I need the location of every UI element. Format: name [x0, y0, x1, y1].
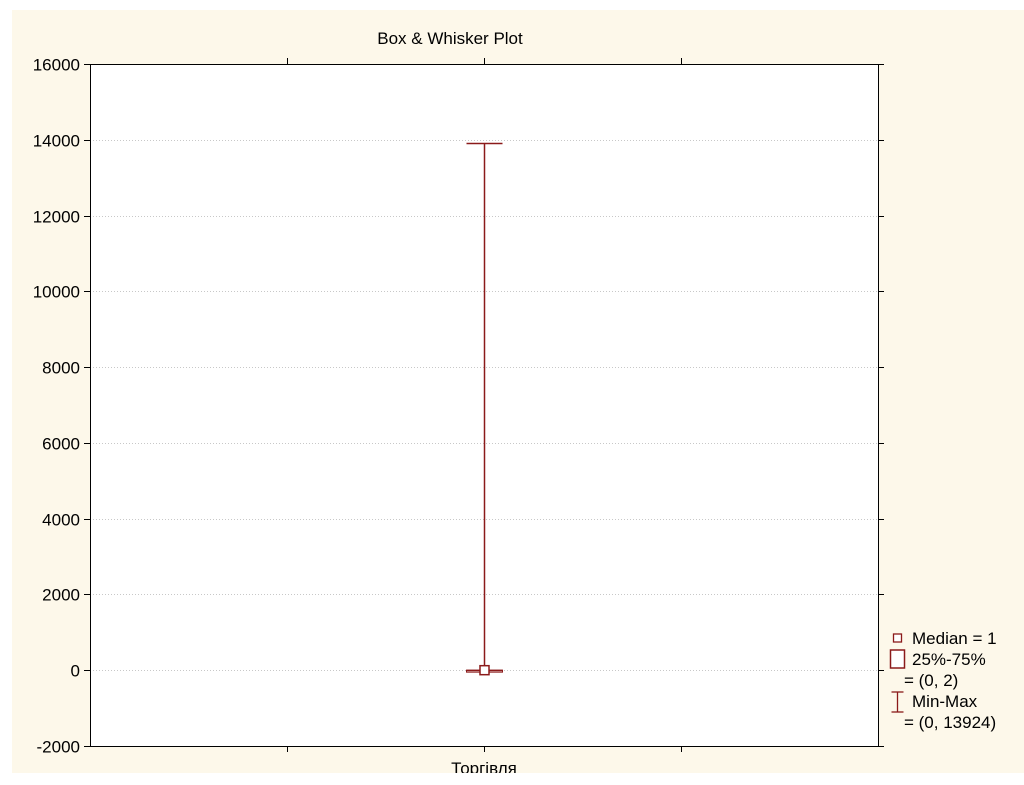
y-tick-label: 4000: [42, 511, 80, 530]
box-series: [466, 142, 503, 676]
y-tick-label: 14000: [33, 132, 80, 151]
median-marker: [479, 664, 490, 676]
legend-label: = (0, 13924): [904, 713, 996, 732]
x-tick-label: Торгівля: [451, 759, 517, 773]
legend-median-icon: [892, 633, 903, 643]
y-tick-label: 12000: [33, 208, 80, 227]
legend-box-icon: [889, 649, 906, 669]
legend-label: Min-Max: [912, 692, 978, 711]
legend-label: 25%-75%: [912, 650, 986, 669]
chart-figure: Box & Whisker Plot 16000 14000 12000 10000 8…: [12, 10, 1024, 773]
y-tick-label: 2000: [42, 586, 80, 605]
y-tick-label: 6000: [42, 435, 80, 454]
legend: Median = 1 25%-75% = (0, 2) Min-Max = (0, 13…: [889, 629, 997, 732]
y-tick-label: -2000: [37, 738, 80, 757]
chart-title: Box & Whisker Plot: [377, 29, 523, 48]
y-tick-label: 10000: [33, 283, 80, 302]
box-whisker-chart: Box & Whisker Plot 16000 14000 12000 10000 8…: [33, 29, 997, 773]
y-tick-label: 8000: [42, 359, 80, 378]
plot-border: [90, 64, 879, 747]
y-tick-label: 16000: [33, 56, 80, 75]
legend-label: Median = 1: [912, 629, 997, 648]
y-tick-label: 0: [71, 662, 80, 681]
legend-label: = (0, 2): [904, 671, 958, 690]
y-axis-ticks: 16000 14000 12000 10000 8000 6000 4000 2000 0 -20…: [33, 56, 884, 757]
